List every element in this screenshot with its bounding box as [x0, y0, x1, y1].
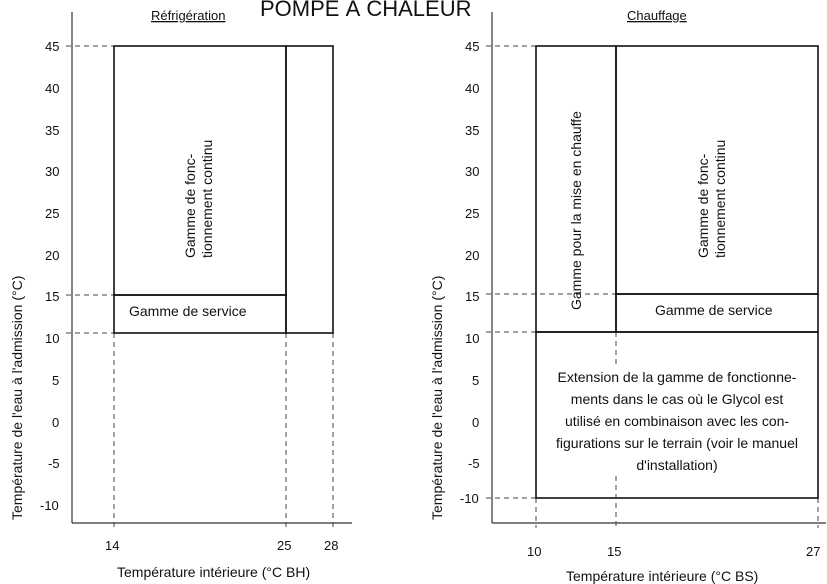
x-tick: 28	[324, 538, 338, 553]
heating-continuous-line2: tionnement continu	[712, 140, 728, 258]
main-title: POMPE À CHALEUR	[260, 0, 472, 21]
cooling-x-label: Température intérieure (°C BH)	[117, 564, 310, 580]
y-tick: 30	[465, 164, 479, 179]
heating-service-label: Gamme de service	[655, 302, 773, 318]
heating-extension-label-bg	[546, 368, 814, 476]
cooling-continuous-line1: Gamme de fonc-	[182, 153, 198, 258]
heating-extension-text: Extension de la gamme de fonctionne- men…	[556, 369, 798, 473]
cooling-chart: Réfrigération Température de l'eau à l'a…	[9, 8, 352, 580]
heating-y-ticks: 45 40 35 30 25 20 15 10 5 0 -5 -10	[460, 39, 480, 506]
y-tick: 45	[45, 39, 59, 54]
y-tick: 20	[45, 248, 59, 263]
y-tick: 5	[52, 373, 59, 388]
y-tick: -5	[468, 456, 480, 471]
cooling-service-label: Gamme de service	[129, 303, 247, 319]
extension-line: utilisé en combinaison avec les con-	[565, 413, 789, 429]
y-tick: 5	[472, 373, 479, 388]
x-tick: 27	[806, 544, 820, 559]
y-tick: 25	[45, 206, 59, 221]
heating-title: Chauffage	[627, 8, 687, 23]
y-tick: 35	[465, 123, 479, 138]
y-tick: -5	[48, 456, 60, 471]
x-tick: 14	[105, 538, 119, 553]
y-tick: 15	[465, 289, 479, 304]
cooling-continuous-line2: tionnement continu	[199, 140, 215, 258]
cooling-y-label: Température de l'eau à l'admission (°C)	[9, 276, 25, 520]
cooling-title: Réfrigération	[151, 8, 225, 23]
extension-line: ments dans le cas où le Glycol est	[571, 391, 784, 407]
y-tick: 45	[465, 39, 479, 54]
x-tick: 10	[527, 544, 541, 559]
y-tick: -10	[40, 498, 59, 513]
heating-x-label: Température intérieure (°C BS)	[566, 568, 758, 584]
cooling-extended-strip	[285, 45, 334, 334]
heating-warmup-label: Gamme pour la mise en chauffe	[568, 111, 584, 310]
y-tick: -10	[460, 491, 479, 506]
y-tick: 30	[45, 164, 59, 179]
y-tick: 20	[465, 248, 479, 263]
x-tick: 25	[277, 538, 291, 553]
y-tick: 0	[52, 415, 59, 430]
extension-line: figurations sur le terrain (voir le manu…	[556, 435, 798, 451]
extension-line: Extension de la gamme de fonctionne-	[558, 369, 797, 385]
heating-service-region	[615, 293, 819, 333]
extension-line: d'installation)	[636, 457, 717, 473]
y-tick: 40	[465, 81, 479, 96]
y-tick: 0	[472, 415, 479, 430]
y-tick: 25	[465, 206, 479, 221]
y-tick: 10	[465, 331, 479, 346]
y-tick: 35	[45, 123, 59, 138]
heating-continuous-line1: Gamme de fonc-	[695, 153, 711, 258]
y-tick: 15	[45, 289, 59, 304]
y-tick: 10	[45, 331, 59, 346]
x-tick: 15	[607, 544, 621, 559]
heating-chart: Chauffage Température de l'eau à l'admis…	[429, 8, 826, 584]
y-tick: 40	[45, 81, 59, 96]
cooling-continuous-label-bg	[152, 72, 250, 270]
cooling-y-ticks: 45 40 35 30 25 20 15 10 5 0 -5 -10	[40, 39, 60, 513]
heating-y-label: Température de l'eau à l'admission (°C)	[429, 276, 445, 520]
heating-continuous-label-bg	[668, 72, 760, 268]
